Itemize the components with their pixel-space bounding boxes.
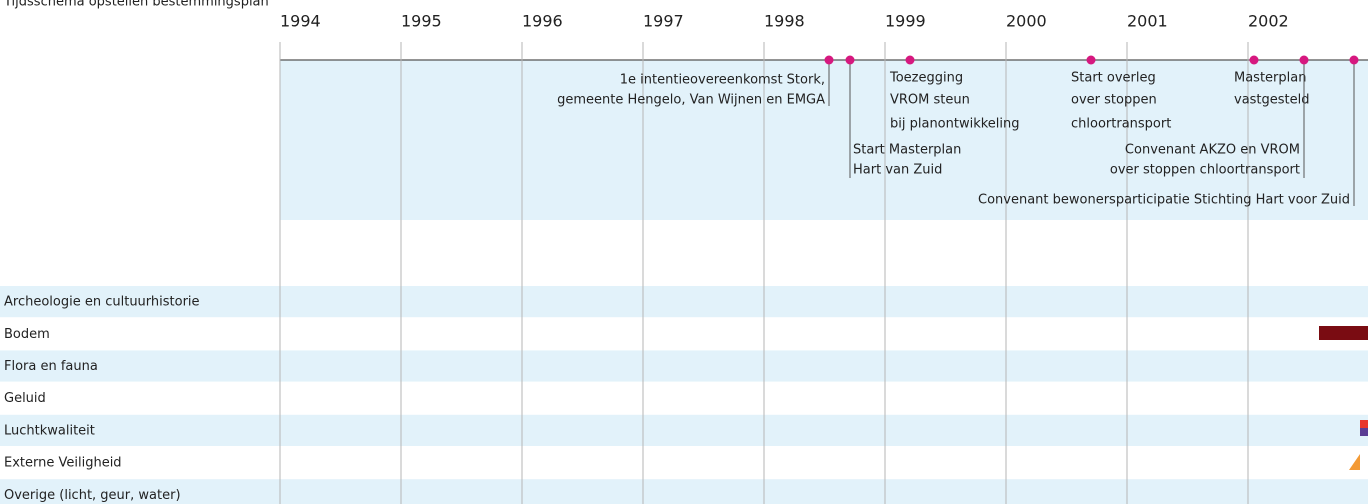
year-label: 1994 bbox=[280, 12, 321, 31]
event-label: gemeente Hengelo, Van Wijnen en EMGA bbox=[557, 93, 825, 108]
row-label: Luchtkwaliteit bbox=[4, 423, 95, 438]
event-label: Start Masterplan bbox=[853, 143, 961, 158]
row-stripe bbox=[0, 479, 1368, 504]
year-label: 1995 bbox=[401, 12, 442, 31]
year-label: 2000 bbox=[1006, 12, 1047, 31]
event-dot bbox=[1349, 55, 1359, 65]
year-label: 1996 bbox=[522, 12, 563, 31]
year-label: 2002 bbox=[1248, 12, 1289, 31]
event-label: over stoppen chloortransport bbox=[1110, 163, 1300, 178]
lucht-mark bbox=[1360, 428, 1368, 436]
event-dot bbox=[824, 55, 834, 65]
row-label: Overige (licht, geur, water) bbox=[4, 488, 181, 503]
event-band bbox=[280, 60, 1368, 220]
row-label: Flora en fauna bbox=[4, 359, 98, 374]
row-label: Geluid bbox=[4, 391, 46, 406]
event-label: over stoppen bbox=[1071, 93, 1157, 108]
event-label: Convenant AKZO en VROM bbox=[1125, 143, 1300, 158]
event-dot bbox=[845, 55, 855, 65]
year-label: 2001 bbox=[1127, 12, 1168, 31]
event-dot bbox=[1249, 55, 1259, 65]
event-label: 1e intentieovereenkomst Stork, bbox=[620, 73, 825, 88]
event-label: Masterplan bbox=[1234, 71, 1306, 86]
row-label: Bodem bbox=[4, 327, 50, 342]
event-label: Convenant bewonersparticipatie Stichting… bbox=[978, 193, 1350, 208]
veiligheid-mark bbox=[1349, 454, 1360, 470]
row-stripe bbox=[0, 414, 1368, 446]
event-label: bij planontwikkeling bbox=[890, 117, 1020, 132]
year-label: 1998 bbox=[764, 12, 805, 31]
row-label: Externe Veiligheid bbox=[4, 456, 122, 471]
event-label: chloortransport bbox=[1071, 117, 1171, 132]
event-dot bbox=[1086, 55, 1096, 65]
event-label: Start overleg bbox=[1071, 71, 1156, 86]
year-label: 1997 bbox=[643, 12, 684, 31]
event-label: VROM steun bbox=[890, 93, 970, 108]
bodem-bar bbox=[1319, 326, 1368, 340]
row-stripe bbox=[0, 286, 1368, 318]
event-dot bbox=[1299, 55, 1309, 65]
event-label: Hart van Zuid bbox=[853, 163, 942, 178]
event-dot bbox=[905, 55, 915, 65]
event-label: Toezegging bbox=[889, 71, 963, 86]
title: Tijdsschema opstellen bestemmingsplan bbox=[3, 0, 269, 10]
row-stripe bbox=[0, 350, 1368, 382]
lucht-mark bbox=[1360, 420, 1368, 428]
year-label: 1999 bbox=[885, 12, 926, 31]
row-label: Archeologie en cultuurhistorie bbox=[4, 295, 200, 310]
event-label: vastgesteld bbox=[1234, 93, 1310, 108]
